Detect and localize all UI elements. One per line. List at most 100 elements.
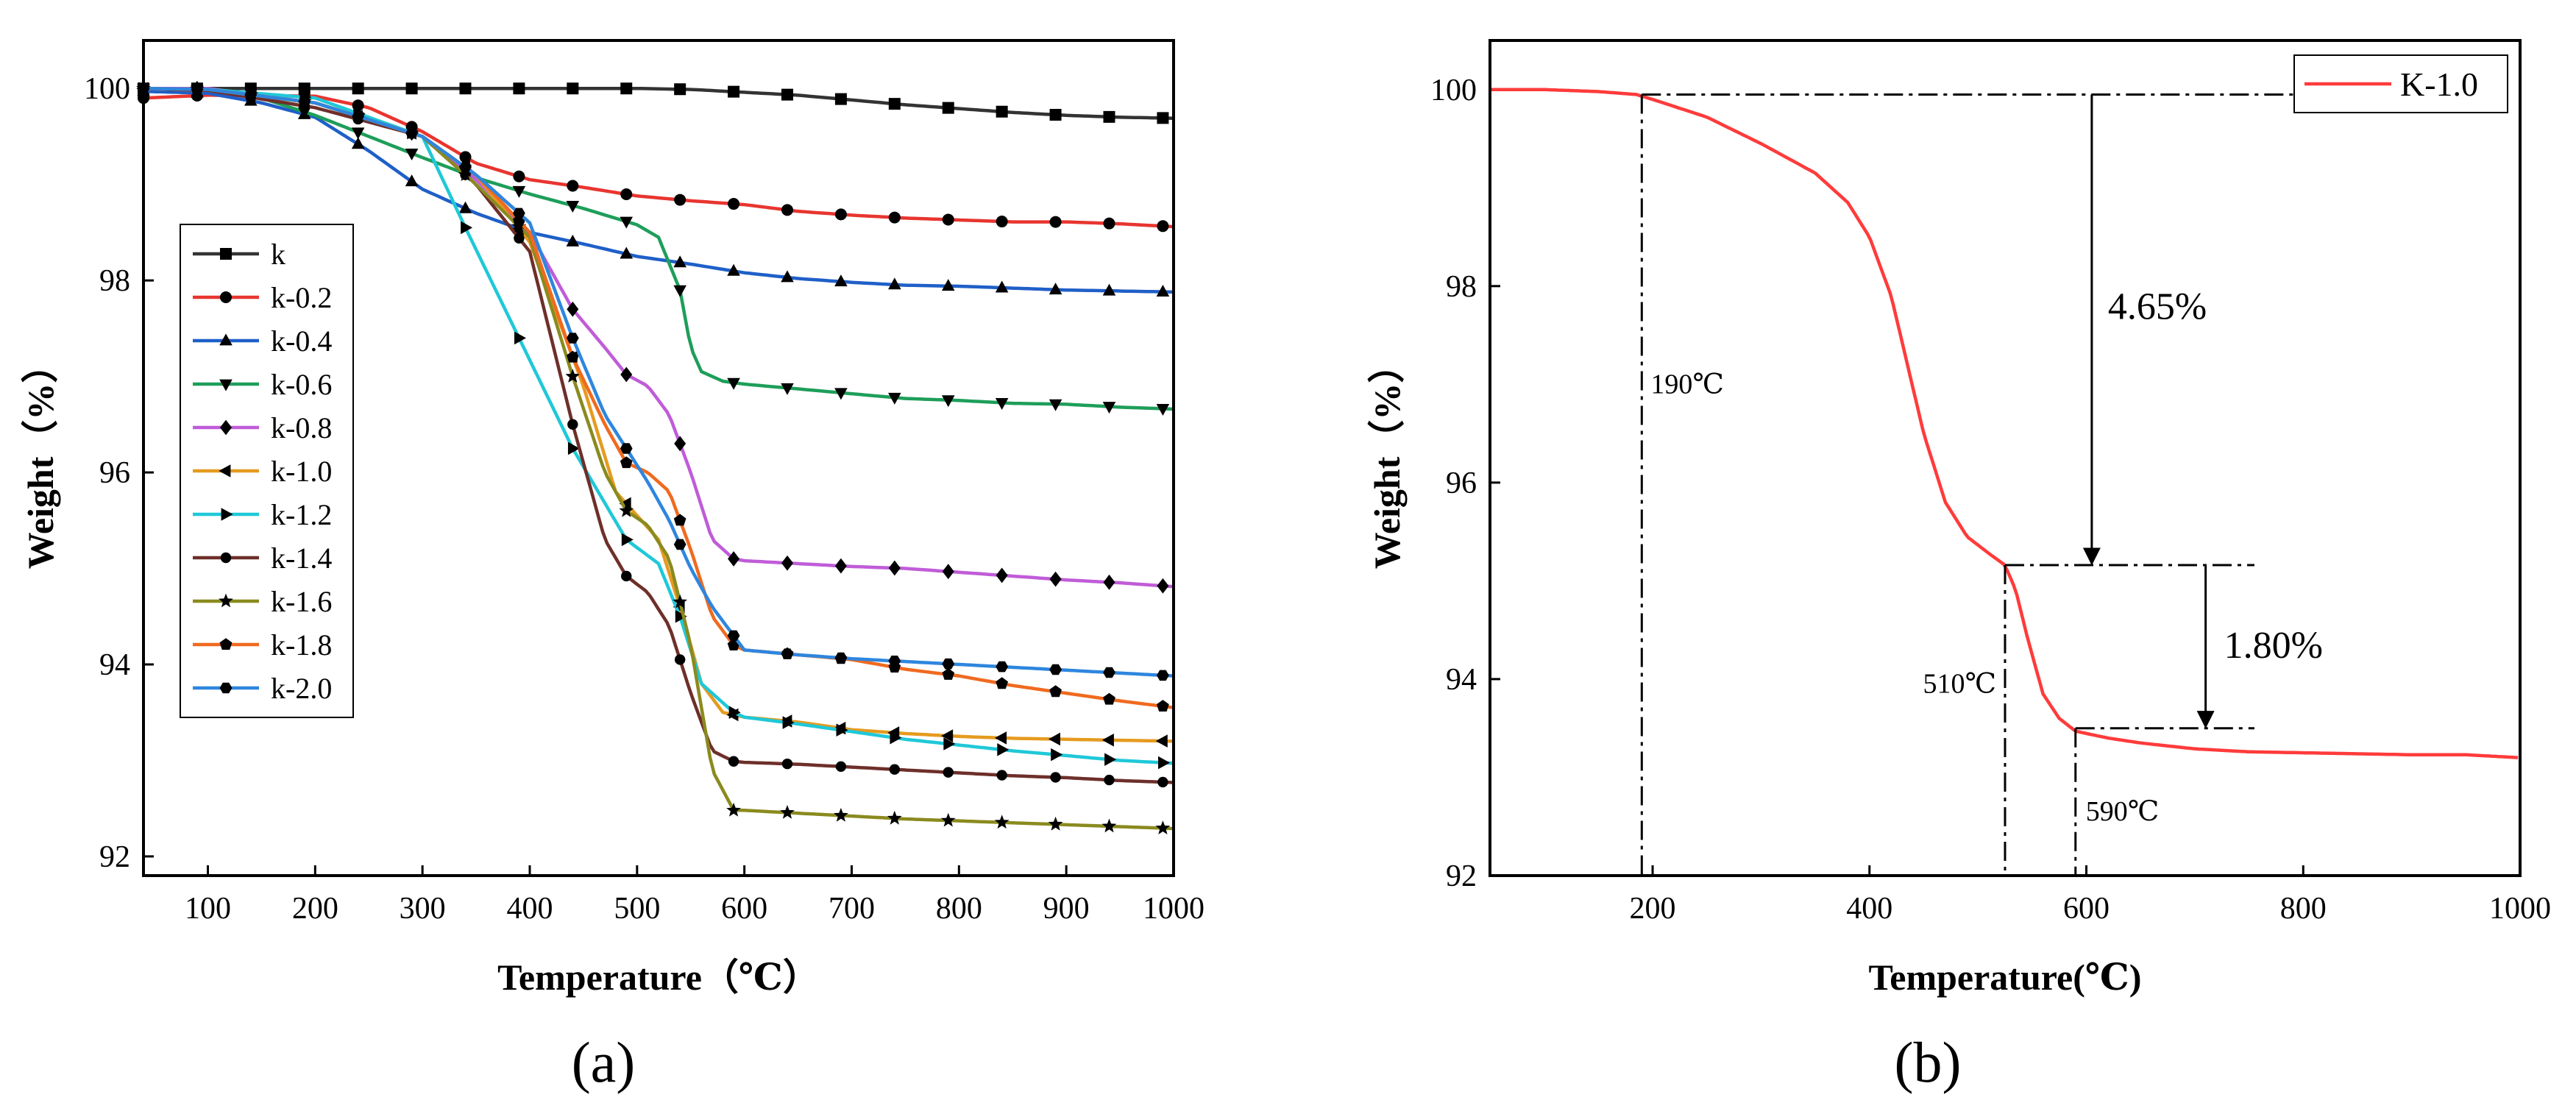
series-k-1-6-point [458,167,473,182]
series-k-0-2-point [620,188,633,200]
onset-label: 190℃ [1650,369,1724,400]
series-k-1-8-point [1049,685,1062,698]
series-k-0-8-point [1103,574,1115,590]
series-k-0-6-point [727,377,740,390]
series-k-2-0-point [405,127,418,139]
series-k-point [1157,112,1169,124]
series-k-0-4-point [1102,283,1116,296]
chart-a-x-tick-label: 200 [292,892,338,926]
series-k-0-4 [137,84,1174,297]
legend-a-marker-k-1-2 [221,508,233,521]
chart-b-annotations: 190℃ 510℃ 590℃ 4.65% 1.80% [1640,93,2323,876]
series-k-2-0-point [673,539,686,550]
series-k-2-0-point [566,333,579,344]
series-k-1-4-point [781,758,793,770]
legend-a-label-k-0-2: k-0.2 [271,281,332,314]
series-k-0-6-point [512,185,526,198]
chart-a-x-axis-title: Temperature（℃） [497,957,820,998]
chart-a-y-tick-label: 98 [99,264,130,298]
series-k-1-8-point [942,668,955,680]
chart-b-plot-frame [1489,39,2522,877]
series-k-1-8-point [996,677,1008,689]
chart-a-y-tick-label: 92 [99,840,130,874]
series-k-0-6-point [781,383,794,395]
series-k-point [352,82,364,95]
series-k-point [1049,108,1062,121]
chart-b: 200 400 600 800 1000 92 94 96 98 100 190℃ 510℃ 590℃… [1366,39,2551,998]
series-k-1-0-point [619,497,631,511]
series-k-2-0-point [298,96,311,107]
series-k-2-0-point [888,656,901,667]
series-k-point [942,102,954,114]
series-k-0-2-point [728,198,740,210]
chart-a-x-tick-label: 600 [721,892,767,926]
series-k-2-0-point [727,630,740,642]
series-k-0-6-point [941,395,955,408]
series-k-0-8-point [620,366,633,383]
chart-b-y-tick-label: 94 [1446,663,1477,697]
series-k-0-6-point [405,149,419,161]
series-k-1-6-point [1155,820,1171,834]
chart-a: 100 200 300 400 500 600 700 800 900 1000 92 94 96 98 1… [20,39,1204,998]
series-k-1-4-point [621,570,632,582]
series-k-0-2-point [888,211,901,224]
series-k-point [459,82,472,95]
series-k-point [674,83,686,96]
series-k-2-0-point [1049,664,1062,675]
series-k-1-4-point [567,419,578,430]
chart-b-x-tick-label: 600 [2063,892,2110,926]
series-k-1-2-point [1158,756,1171,770]
series-k-point [888,98,901,110]
chart-a-legend: k k-0.2 k-0.4 k-0.6 k-0.8 k-1.0 k-1.2 k-1.4 k-1.… [180,224,354,718]
series-k-0-6-point [620,216,634,229]
legend-a-marker-k-0-8 [220,419,232,436]
series-k-1-4-point [996,770,1007,781]
legend-a-label-k-1-0: k-1.0 [271,455,332,488]
series-k-point [513,82,525,95]
series-k-1-2-point [567,441,580,455]
step1-label: 510℃ [1923,669,1996,700]
series-k-1-2-point [890,731,902,745]
chart-a-x-tick-label: 100 [185,892,231,926]
series-k-2-0-point [244,89,258,101]
series-k-1-0-point [1048,732,1060,746]
series-k-1-6-point [887,810,902,825]
chart-b-x-tick-label: 800 [2280,892,2327,926]
legend-a-marker-k-1-6 [219,593,233,608]
chart-b-x-tick-label: 200 [1630,892,1676,926]
chart-a-y-tick-label: 94 [99,648,130,682]
series-k-1-0-line [1490,88,2519,759]
series-k-0-4-point [834,274,848,287]
series-k-0-4-point [620,246,634,259]
chart-a-plot-frame [142,39,1175,877]
series-k-0-8-point [781,555,793,571]
chart-a-x-tick-label: 400 [507,892,553,926]
series-k-2-0-point [996,661,1009,673]
series-k-0-2-point [834,208,847,221]
chart-a-x-tick-label: 1000 [1143,892,1204,926]
legend-a-marker-k-1-8 [219,638,233,650]
series-k-1-6-point [673,594,688,609]
series-k-0-8-point [1157,578,1169,594]
chart-a-ticks: 100 200 300 400 500 600 700 800 900 1000 92 94 96 98 1… [84,72,1204,926]
series-k-0-2-point [1103,217,1115,230]
series-k-0-4-point [566,234,580,246]
series-k-0-8-point [728,551,740,567]
series-k-1-8-point [1157,700,1169,712]
series-k-1-6-point [994,815,1010,829]
series-k-0-2-point [1157,220,1169,233]
series-k-1-2-point [514,331,527,345]
chart-a-x-tick-label: 900 [1043,892,1090,926]
series-k-2-0-point [834,652,848,664]
series-k-1-8-point [1103,692,1115,705]
series-k-2-0-point [459,161,472,173]
panel-label-b: (b) [1895,1030,1962,1094]
legend-a-marker-k-0-2 [220,291,232,303]
series-k-1-2-point [621,533,634,547]
chart-b-y-tick-label: 100 [1430,74,1477,107]
series-k-1-0-point [1155,734,1168,748]
series-k-1-6-point [726,802,741,817]
series-k-0-2-point [996,216,1008,228]
series-k-1-8-point [673,514,686,526]
series-k-1-2-point [943,737,956,751]
